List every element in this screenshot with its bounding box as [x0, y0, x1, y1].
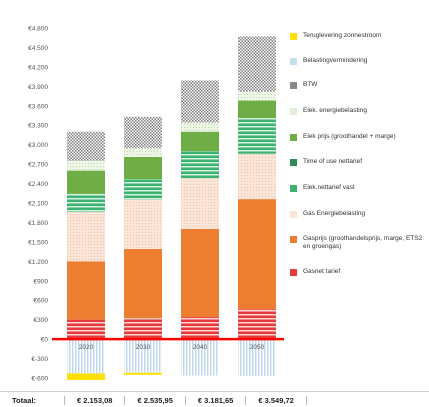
legend-label: Belastingvermindering: [303, 57, 368, 64]
legend-swatch: [290, 159, 297, 166]
y-tick-label: €4.200: [28, 64, 48, 71]
bar-segment-elek-nettarief-vast-2020: [67, 193, 105, 213]
bar-segment-elek-prijs-groothandel-marge-2050: [238, 100, 276, 119]
y-tick-label: €3.000: [28, 142, 48, 149]
legend-item-gasprijs-groothandelsprijs-marge-ets2-en-groengas: Gasprijs (groothandelsprijs, marge, ETS2…: [290, 235, 426, 251]
legend-label: Elek prijs (groothandel + marge): [303, 133, 396, 140]
bar-segment-elek-energiebelasting-2030: [124, 147, 162, 157]
y-tick-label: €2.100: [28, 201, 48, 208]
y-axis: €-600 €-300 €0 €300 €600 €900 €1.200 €1.500 €1.8…: [28, 26, 48, 383]
bar-segment-belastingvermindering-2050: [238, 339, 276, 377]
category-label-2030: 2030: [136, 344, 151, 351]
bar-segment-gas-energiebelasting-2050: [238, 153, 276, 200]
legend-label: Gasprijs (groothandelsprijs, marge, ETS2…: [303, 235, 423, 250]
legend-item-gas-energiebelasting: Gas Energiebelasting: [290, 210, 426, 218]
total-value-2020: € 2.153,08: [64, 395, 124, 405]
y-tick-label: €2.400: [28, 181, 48, 188]
y-tick-label: €900: [34, 278, 49, 285]
total-value-2040: € 3.181,65: [184, 395, 245, 405]
legend-item-time-of-use-nettarief: Time of use nettarief: [290, 158, 426, 166]
legend-item-elek-nettarief-vast: Elek.nettarief vast: [290, 184, 426, 192]
y-tick-label: €600: [34, 298, 49, 305]
bar-segment-elek-prijs-groothandel-marge-2030: [124, 156, 162, 180]
y-tick-label: €-300: [31, 356, 48, 363]
legend-label: Elek.nettarief vast: [303, 184, 355, 191]
bar-segment-teruglevering-zonnestroom-2020: [67, 373, 105, 380]
y-tick-label: €3.300: [28, 123, 48, 130]
bar-segment-gas-energiebelasting-2020: [67, 212, 105, 262]
bar-segment-gasnet-tarief-2030: [124, 318, 162, 340]
legend-label: Time of use nettarief: [303, 158, 363, 165]
legend-swatch: [290, 269, 297, 276]
legend-swatch: [290, 82, 297, 89]
bar-segment-elek-nettarief-vast-2030: [124, 179, 162, 200]
bar-segment-gasnet-tarief-2050: [238, 309, 276, 340]
bar-segment-elek-energiebelasting-2020: [67, 160, 105, 171]
y-tick-label: €1.200: [28, 259, 48, 266]
bar-segment-gas-energiebelasting-2040: [181, 178, 219, 229]
legend-item-elek-energiebelasting: Elek. energiebelasting: [290, 107, 426, 115]
legend-item-belastingvermindering: Belastingvermindering: [290, 57, 426, 65]
bar-segment-btw-2040: [181, 80, 219, 123]
bar-segment-gasnet-tarief-2040: [181, 317, 219, 340]
bar-segment-gasprijs-groothandelsprijs-marge-ets2-en-groengas-2020: [67, 261, 105, 320]
y-tick-label: €3.600: [28, 103, 48, 110]
bar-segment-gasprijs-groothandelsprijs-marge-ets2-en-groengas-2050: [238, 199, 276, 310]
bar-segment-elek-energiebelasting-2040: [181, 122, 219, 132]
totals-label: Totaal:: [12, 395, 37, 405]
bar-segment-elek-prijs-groothandel-marge-2040: [181, 131, 219, 152]
legend-swatch: [290, 134, 297, 141]
y-tick-label: €0: [41, 337, 49, 344]
y-tick-label: €2.700: [28, 162, 48, 169]
category-label-2050: 2050: [250, 344, 265, 351]
legend-label: Teruglevering zonnestroom: [303, 32, 382, 39]
legend-swatch: [290, 108, 297, 115]
legend-swatch: [290, 211, 297, 218]
bar-segment-gasprijs-groothandelsprijs-marge-ets2-en-groengas-2040: [181, 228, 219, 318]
bars: [67, 36, 276, 380]
legend-swatch: [290, 33, 297, 40]
total-value-2030: € 2.535,95: [124, 395, 184, 405]
legend-swatch: [290, 236, 297, 243]
y-tick-label: €1.800: [28, 220, 48, 227]
bar-segment-btw-2050: [238, 36, 276, 92]
legend-item-elek-prijs-groothandel-marge: Elek prijs (groothandel + marge): [290, 133, 426, 141]
y-tick-label: €3.900: [28, 84, 48, 91]
totals-separator: [0, 391, 429, 392]
bar-segment-belastingvermindering-2030: [124, 339, 162, 373]
legend-item-gasnet-tarief: Gasnet tarief: [290, 268, 426, 276]
category-label-2020: 2020: [79, 344, 94, 351]
bar-segment-teruglevering-zonnestroom-2030: [124, 372, 162, 375]
bar-segment-belastingvermindering-2040: [181, 339, 219, 376]
y-tick-label: €-600: [31, 376, 48, 383]
y-tick-label: €4.500: [28, 45, 48, 52]
y-tick-label: €1.500: [28, 239, 48, 246]
bar-segment-gasprijs-groothandelsprijs-marge-ets2-en-groengas-2030: [124, 249, 162, 319]
bar-segment-elek-nettarief-vast-2040: [181, 151, 219, 179]
category-label-2040: 2040: [193, 344, 208, 351]
bar-segment-gasnet-tarief-2020: [67, 319, 105, 340]
legend-item-teruglevering-zonnestroom: Teruglevering zonnestroom: [290, 32, 426, 40]
legend-label: Gasnet tarief: [303, 268, 341, 275]
category-labels: 2020 2030 2040 2050: [79, 344, 265, 351]
total-value-2050: € 3.549,72: [245, 395, 307, 405]
y-tick-label: €300: [34, 317, 49, 324]
legend-label: Gas Energiebelasting: [303, 210, 366, 217]
legend-swatch: [290, 58, 297, 65]
legend-swatch: [290, 185, 297, 192]
legend-label: Elek. energiebelasting: [303, 107, 367, 114]
bar-segment-btw-2030: [124, 116, 162, 148]
bar-segment-belastingvermindering-2020: [67, 339, 105, 374]
bar-segment-elek-prijs-groothandel-marge-2020: [67, 170, 105, 194]
legend-label: BTW: [303, 81, 318, 88]
legend-item-btw: BTW: [290, 81, 426, 89]
bar-segment-elek-nettarief-vast-2050: [238, 118, 276, 154]
bar-segment-btw-2020: [67, 131, 105, 161]
bar-segment-gas-energiebelasting-2030: [124, 199, 162, 250]
bar-segment-elek-energiebelasting-2050: [238, 91, 276, 101]
totals-row: Totaal: € 2.153,08 € 2.535,95 € 3.181,65…: [2, 393, 429, 407]
y-tick-label: €4.800: [28, 26, 48, 33]
stacked-bar-chart: €-600 €-300 €0 €300 €600 €900 €1.200 €1.500 €1.8…: [28, 26, 284, 383]
